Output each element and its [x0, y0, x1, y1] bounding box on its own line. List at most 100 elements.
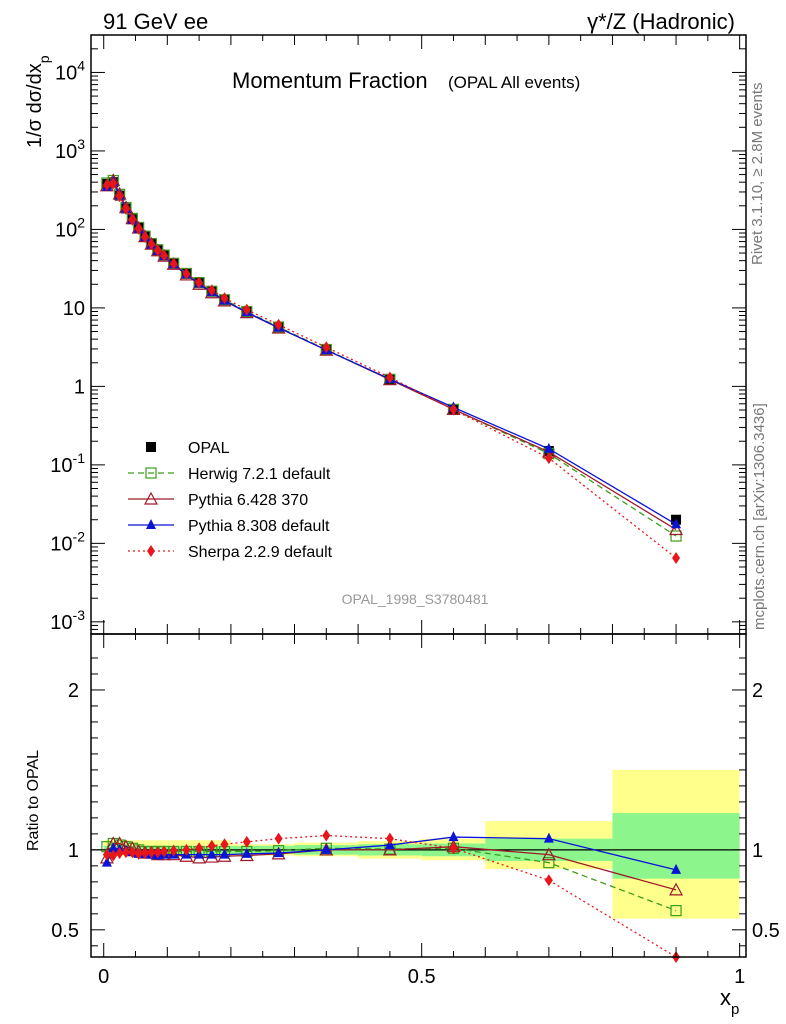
legend-entry: Pythia 8.308 default [128, 518, 330, 535]
y-tick-label: 10-1 [50, 450, 85, 477]
data-point [449, 403, 458, 416]
data-point [241, 847, 252, 858]
data-point [160, 249, 169, 262]
data-point [543, 857, 555, 869]
data-point [121, 846, 130, 859]
data-point [322, 829, 331, 842]
data-point [670, 905, 682, 917]
data-point [385, 832, 394, 845]
data-point [146, 519, 156, 529]
data-point [670, 530, 682, 542]
data-point [206, 848, 217, 859]
data-point [271, 320, 286, 334]
x-axis-label: xp [720, 985, 739, 1018]
ratio-y-tick-label-right: 1 [752, 840, 763, 862]
data-point [143, 491, 159, 505]
data-point [242, 835, 251, 848]
legend-entry: Herwig 7.2.1 default [128, 466, 331, 483]
y-tick-label: 104 [55, 57, 85, 84]
legend-entry: Pythia 6.428 370 [128, 491, 308, 509]
legend-label: Herwig 7.2.1 default [188, 466, 331, 483]
y-tick-label: 103 [55, 136, 85, 163]
y-tick-label: 1 [74, 376, 85, 398]
data-point [141, 847, 150, 860]
data-point [541, 847, 556, 861]
data-point [108, 842, 119, 853]
data-point [102, 178, 111, 191]
data-point [669, 522, 684, 536]
data-point [274, 318, 283, 331]
data-point [134, 222, 143, 235]
data-point [322, 341, 331, 354]
data-point [217, 293, 232, 307]
data-point [543, 442, 554, 453]
ratio-y-tick-label-right: 2 [752, 680, 763, 702]
data-point [169, 844, 178, 857]
y-tick-label: 10-3 [50, 607, 85, 634]
data-point [169, 257, 178, 270]
data-point [134, 847, 143, 860]
series-line [106, 182, 677, 559]
legend-label: Pythia 6.428 370 [188, 492, 308, 509]
data-point [385, 371, 394, 384]
ratio-y-tick-label: 1 [68, 840, 79, 862]
data-point [274, 832, 283, 845]
data-point [319, 342, 334, 356]
data-point [128, 213, 137, 226]
legend-entry: OPAL [146, 440, 230, 457]
x-tick-label: 0 [98, 966, 109, 988]
ratio-y-axis-label: Ratio to OPAL [25, 750, 42, 851]
legend-label: OPAL [188, 440, 230, 457]
y-tick-label: 10 [63, 298, 85, 320]
series-sherpa-2-2-9-default [102, 829, 681, 963]
legend-entry: Sherpa 2.2.9 default [128, 544, 333, 561]
data-point [145, 467, 157, 479]
data-point [147, 846, 156, 859]
data-point [544, 874, 553, 887]
series-sherpa-2-2-9-default [102, 177, 681, 565]
data-point [220, 292, 229, 305]
data-point [101, 856, 112, 867]
y-tick-label: 102 [55, 214, 85, 241]
data-point [147, 238, 156, 251]
data-point [153, 846, 162, 859]
data-point [195, 276, 204, 289]
ratio-panel [91, 769, 746, 919]
data-point [543, 832, 554, 843]
data-point [321, 843, 332, 854]
data-point [242, 303, 251, 316]
data-point [671, 518, 682, 529]
data-point [204, 285, 219, 299]
main-y-axis-label: 1/σ dσ/dxp [24, 55, 52, 148]
data-point [128, 846, 137, 859]
data-point [669, 882, 684, 896]
data-point [207, 839, 216, 852]
ratio-y-tick-label-right: 0.5 [752, 920, 780, 942]
data-point [115, 847, 124, 860]
data-point [239, 305, 254, 319]
data-point [449, 842, 458, 855]
data-point [146, 442, 156, 452]
series-herwig-7-2-1-default [101, 174, 682, 542]
header-right-label: γ*/Z (Hadronic) [587, 9, 735, 34]
y-tick-label: 10-2 [50, 528, 85, 555]
ratio-frame [90, 633, 747, 958]
chart-subtitle: (OPAL All events) [448, 73, 580, 92]
ratio-y-tick-label: 0.5 [51, 920, 79, 942]
data-point [102, 848, 111, 861]
legend: OPAL Herwig 7.2.1 default Pythia 6.428 370… [128, 440, 333, 561]
data-point [219, 848, 230, 859]
legend-label: Pythia 8.308 default [188, 518, 330, 535]
data-point [671, 863, 682, 874]
analysis-annotation: OPAL_1998_S3780481 [342, 591, 489, 607]
x-tick-label: 0.5 [408, 966, 436, 988]
mcplots-label: mcplots.cern.ch [arXiv:1306.3436] [751, 403, 768, 630]
data-point [153, 244, 162, 257]
data-point [182, 843, 191, 856]
data-point [672, 552, 681, 565]
data-point [273, 847, 284, 858]
data-point [141, 231, 150, 244]
data-point [382, 842, 397, 856]
x-tick-label: 1 [734, 966, 745, 988]
